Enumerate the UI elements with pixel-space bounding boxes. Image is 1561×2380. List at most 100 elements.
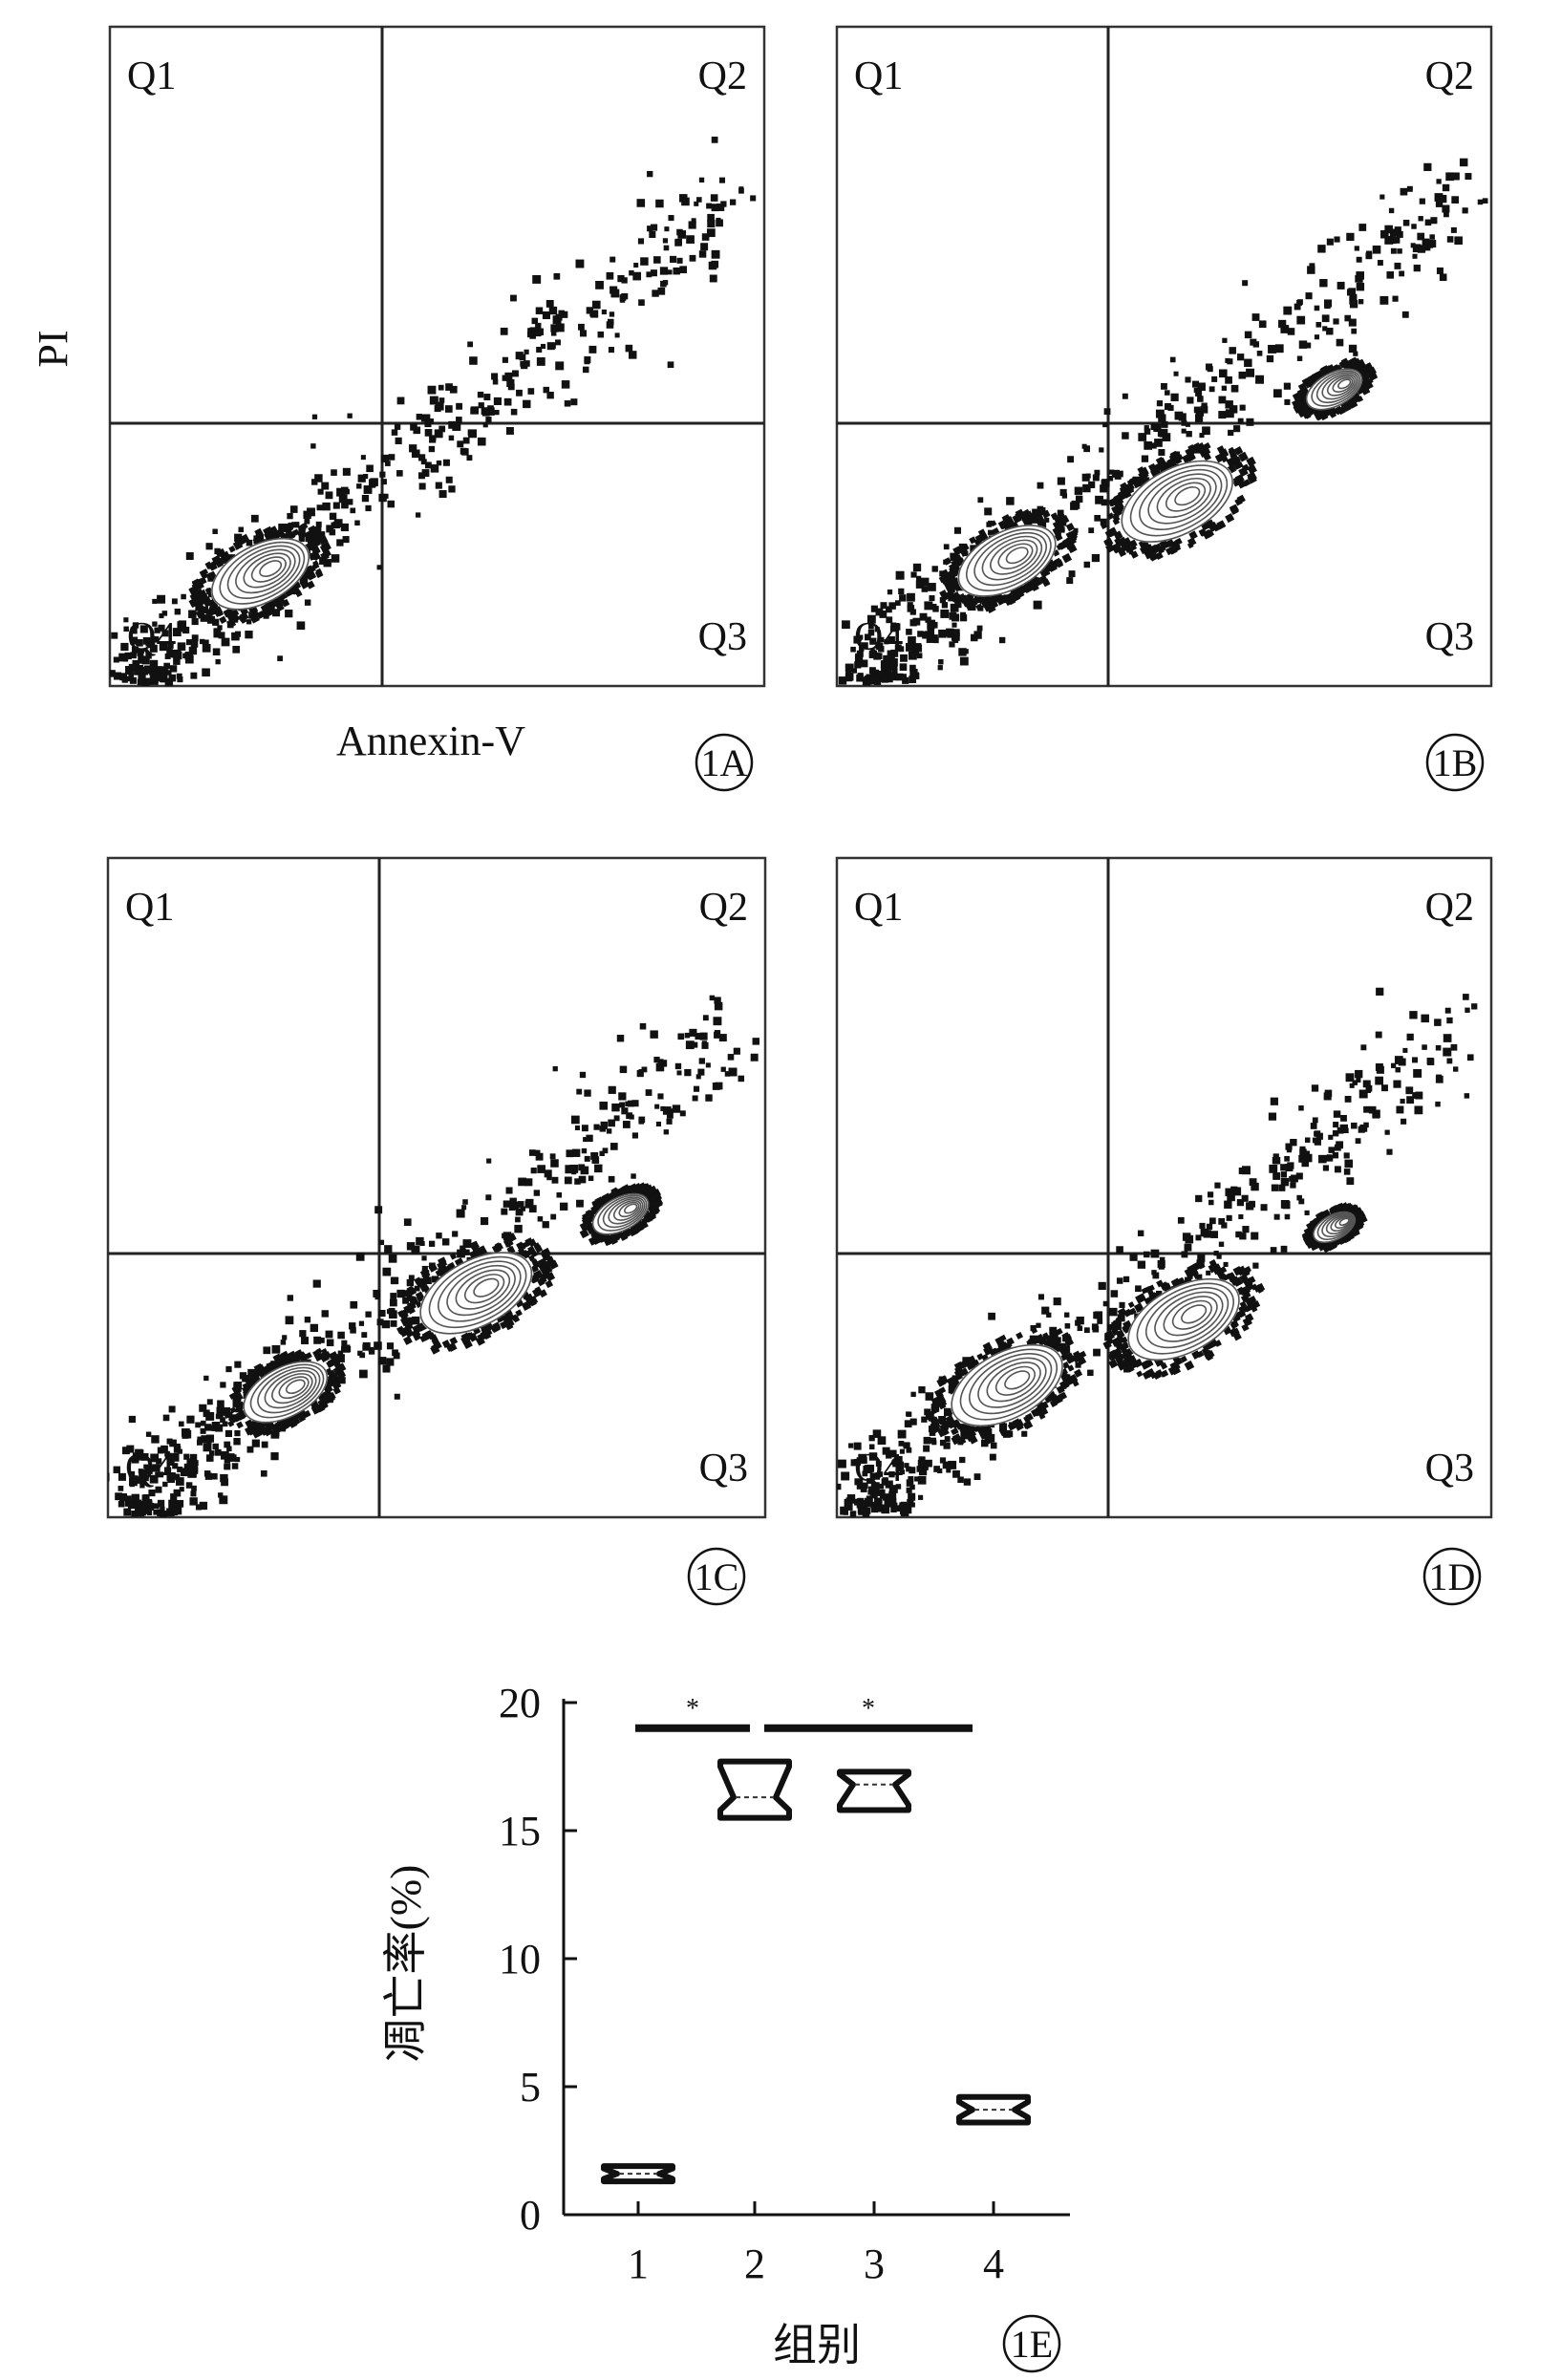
event-dot <box>1197 396 1204 402</box>
halo-dot <box>1234 497 1243 506</box>
event-dot <box>918 1467 928 1476</box>
event-dot <box>1238 1167 1246 1174</box>
event-dot <box>967 602 976 611</box>
halo-dot <box>251 1427 262 1439</box>
event-dot <box>1185 421 1190 427</box>
event-dot <box>952 1469 960 1478</box>
event-dot <box>606 321 614 329</box>
event-dot <box>550 331 557 336</box>
halo-dot <box>406 1286 415 1294</box>
flow-plot-frame <box>108 25 766 688</box>
event-dot <box>588 1175 594 1182</box>
event-dot <box>621 277 628 284</box>
halo-dot <box>1005 596 1015 605</box>
event-dot <box>466 455 473 461</box>
halo-dot <box>1105 543 1115 553</box>
event-dot <box>482 422 488 428</box>
event-dot <box>628 351 637 359</box>
halo-dot <box>1054 532 1063 542</box>
event-dot <box>866 614 876 624</box>
event-dot <box>546 342 555 351</box>
event-dot <box>462 1199 468 1205</box>
event-dot <box>866 1495 872 1502</box>
event-dot <box>1222 337 1228 343</box>
event-dot <box>608 347 615 354</box>
halo-dot <box>319 1352 331 1362</box>
event-dot <box>1238 371 1247 379</box>
event-dot <box>1178 413 1187 421</box>
event-dot <box>1394 1056 1403 1064</box>
event-dot <box>1397 248 1402 254</box>
event-dot <box>1251 313 1260 321</box>
event-dot <box>468 429 477 439</box>
event-dot <box>158 624 165 632</box>
event-dot <box>124 1500 131 1507</box>
halo-dot <box>1246 1282 1254 1291</box>
halo-dot <box>226 612 237 624</box>
event-dot <box>907 592 915 602</box>
halo-dot <box>629 1186 636 1194</box>
event-dot <box>1417 245 1426 253</box>
halo-dot <box>517 1242 526 1252</box>
event-dot <box>860 1456 867 1464</box>
event-dot <box>1236 1199 1245 1207</box>
halo-dot <box>1112 495 1120 503</box>
event-dot <box>207 591 214 598</box>
event-dot <box>384 461 391 466</box>
event-dot <box>641 1066 648 1073</box>
event-dot <box>700 243 709 251</box>
contour-line <box>608 1198 644 1225</box>
event-dot <box>511 370 519 377</box>
event-dot <box>881 667 887 673</box>
event-dot <box>895 570 905 580</box>
event-dot <box>579 330 588 337</box>
event-dot <box>923 1436 931 1445</box>
event-dot <box>469 356 478 365</box>
event-dot <box>684 1068 692 1077</box>
event-dot <box>1033 600 1042 610</box>
halo-dot <box>1212 1267 1221 1276</box>
event-dot <box>544 1169 552 1178</box>
event-dot <box>122 1447 130 1455</box>
event-dot <box>845 1497 853 1505</box>
event-dot <box>535 322 542 330</box>
event-dot <box>317 488 324 495</box>
event-dot <box>190 1490 197 1497</box>
halo-dot <box>977 528 987 537</box>
event-dot <box>1314 305 1320 311</box>
event-dot <box>514 1224 523 1233</box>
contour-line <box>1311 370 1361 407</box>
halo-dot <box>524 1293 535 1304</box>
event-dot <box>422 471 429 477</box>
event-dot <box>211 1472 218 1480</box>
y-tick-label: 5 <box>520 2064 541 2111</box>
halo-dot <box>460 1245 467 1253</box>
halo-dot <box>197 610 204 617</box>
halo-dot <box>1023 585 1032 593</box>
halo-dot <box>640 1183 650 1192</box>
contour-line <box>1305 368 1363 411</box>
event-dot <box>866 679 872 685</box>
event-dot <box>120 642 129 652</box>
event-dot <box>629 269 634 276</box>
event-dot <box>445 383 453 391</box>
event-dot <box>878 670 887 678</box>
event-dot <box>477 437 486 446</box>
event-dot <box>914 1476 920 1482</box>
halo-dot <box>1032 577 1043 588</box>
event-dot <box>909 1418 917 1426</box>
event-dot <box>1187 397 1194 404</box>
halo-dot <box>951 1427 958 1436</box>
event-dot <box>1144 425 1149 431</box>
event-dot <box>1328 1134 1334 1140</box>
event-dot <box>711 136 718 143</box>
event-dot <box>461 1205 467 1211</box>
event-dot <box>179 1487 184 1492</box>
event-dot <box>1401 1118 1407 1125</box>
event-dot <box>1446 1058 1453 1064</box>
contour-line <box>1330 1215 1352 1233</box>
event-dot <box>891 668 898 675</box>
event-dot <box>1451 172 1460 181</box>
halo-dot <box>233 1391 244 1402</box>
